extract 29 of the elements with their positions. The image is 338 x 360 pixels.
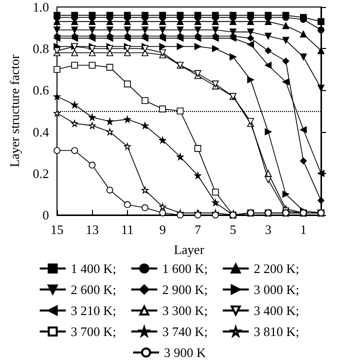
legend-label: 1 400 K; [70, 261, 116, 276]
legend-label: 3 210 K; [70, 303, 116, 318]
y-axis-title: Layer structure factor [7, 54, 22, 168]
x-tick-label: 7 [194, 222, 202, 237]
y-tick-label: 1.0 [32, 0, 49, 14]
legend-label: 3 740 K; [162, 324, 208, 339]
legend-label: 1 600 K; [162, 261, 208, 276]
legend-label: 3 900 K [164, 345, 207, 360]
x-tick-label: 13 [86, 222, 99, 237]
legend-label: 3 700 K; [70, 324, 116, 339]
legend-label: 3 400 K; [254, 303, 300, 318]
x-axis-title: Layer [174, 242, 205, 257]
x-tick-label: 1 [300, 222, 307, 237]
legend-label: 3 810 K; [254, 324, 300, 339]
y-tick-label: 0 [42, 208, 49, 222]
x-tick-label: 5 [230, 222, 236, 237]
legend-label: 2 900 K; [162, 282, 208, 297]
x-tick-label: 11 [121, 222, 134, 237]
y-tick-label: 0.4 [32, 124, 50, 140]
y-tick-label: 0.8 [32, 41, 49, 56]
x-tick-label: 3 [264, 222, 272, 237]
y-tick-label: 0.6 [32, 82, 50, 98]
legend-label: 3 300 K; [162, 303, 208, 318]
legend-label: 2 600 K; [70, 282, 116, 297]
x-tick-label: 9 [159, 222, 166, 237]
y-tick-label: 0.2 [32, 166, 49, 181]
x-tick-label: 15 [50, 222, 64, 237]
legend-label: 2 200 K; [254, 261, 300, 276]
legend-label: 3 000 K; [254, 282, 300, 297]
